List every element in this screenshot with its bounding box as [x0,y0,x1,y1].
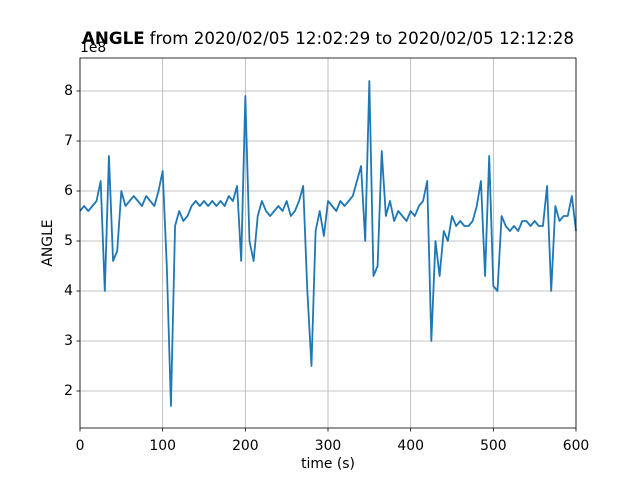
y-tick-label: 3 [64,333,73,349]
x-tick-label: 100 [149,438,176,454]
x-tick-label: 200 [232,438,259,454]
x-tick-label: 600 [563,438,590,454]
x-tick-label: 0 [76,438,85,454]
chart-title: ANGLE from 2020/02/05 12:02:29 to 2020/02… [82,28,574,48]
x-tick-label: 300 [315,438,342,454]
y-tick-label: 5 [64,233,73,249]
y-axis-label: ANGLE [40,219,56,266]
x-tick-label: 500 [480,438,507,454]
y-tick-label: 8 [64,83,73,99]
y-tick-label: 2 [64,383,73,399]
x-tick-label: 400 [397,438,424,454]
y-tick-label: 7 [64,133,73,149]
plot-area [79,80,577,407]
data-line [79,80,577,407]
ticks: 0 100 200 300 400 500 600 2 3 4 5 6 7 8 [64,83,589,454]
title-rest: from 2020/02/05 12:02:29 to 2020/02/05 1… [150,28,574,48]
y-tick-label: 4 [64,283,73,299]
x-axis-label: time (s) [301,456,355,472]
title-bold: ANGLE [82,28,145,48]
y-tick-label: 6 [64,183,73,199]
y-offset-label: 1e8 [80,40,106,56]
